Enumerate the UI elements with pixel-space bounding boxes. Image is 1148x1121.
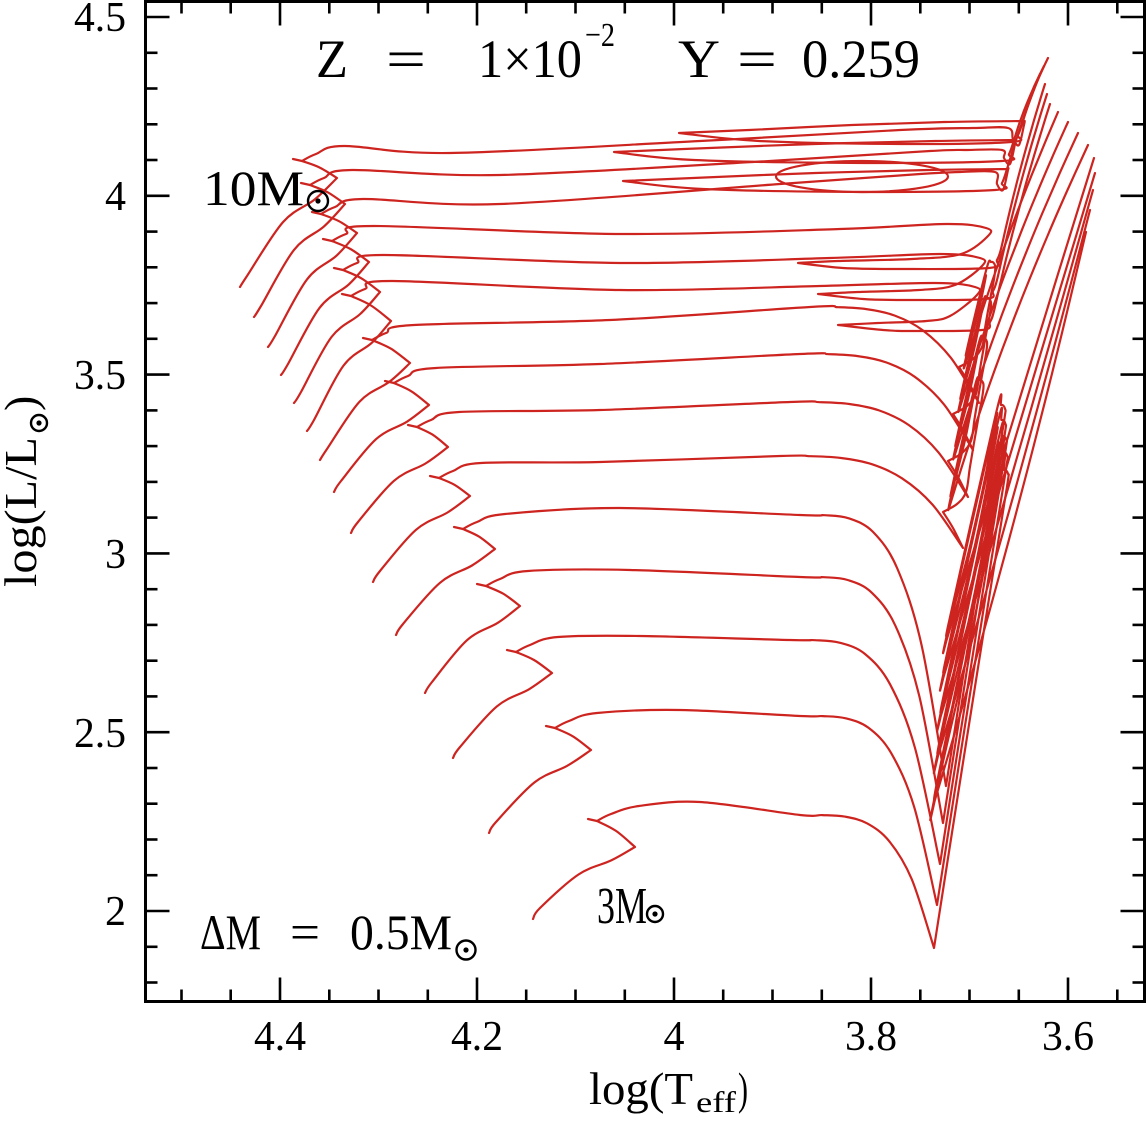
svg-text:): ) — [738, 1063, 748, 1114]
svg-text:4.5: 4.5 — [74, 0, 126, 41]
svg-text:4.4: 4.4 — [254, 1014, 306, 1060]
svg-text:0.5M: 0.5M — [350, 904, 452, 960]
svg-text:Z: Z — [316, 29, 348, 89]
svg-text:0.259: 0.259 — [802, 29, 920, 89]
svg-text:log(T: log(T — [589, 1063, 693, 1114]
svg-text:3.5: 3.5 — [74, 353, 126, 399]
svg-text:log(L/L: log(L/L — [0, 437, 46, 587]
svg-text:4: 4 — [664, 1014, 685, 1060]
svg-text:3.8: 3.8 — [845, 1014, 897, 1060]
svg-text:4.2: 4.2 — [451, 1014, 503, 1060]
svg-text:−2: −2 — [585, 17, 615, 54]
svg-text:10M: 10M — [203, 160, 304, 216]
svg-text:3.6: 3.6 — [1042, 1014, 1094, 1060]
svg-text:=: = — [386, 29, 426, 89]
svg-text:3M: 3M — [597, 878, 647, 935]
svg-text:ΔM: ΔM — [200, 904, 261, 960]
svg-text:=: = — [290, 904, 320, 960]
svg-text:=: = — [737, 29, 777, 89]
svg-text:3: 3 — [105, 532, 126, 578]
svg-text:4: 4 — [105, 174, 126, 220]
svg-text:1×10: 1×10 — [478, 29, 582, 89]
svg-text:): ) — [0, 396, 46, 411]
svg-text:2: 2 — [105, 889, 126, 935]
svg-text:2.5: 2.5 — [74, 711, 126, 757]
svg-text:Y: Y — [678, 29, 720, 89]
svg-text:eff: eff — [696, 1086, 736, 1116]
